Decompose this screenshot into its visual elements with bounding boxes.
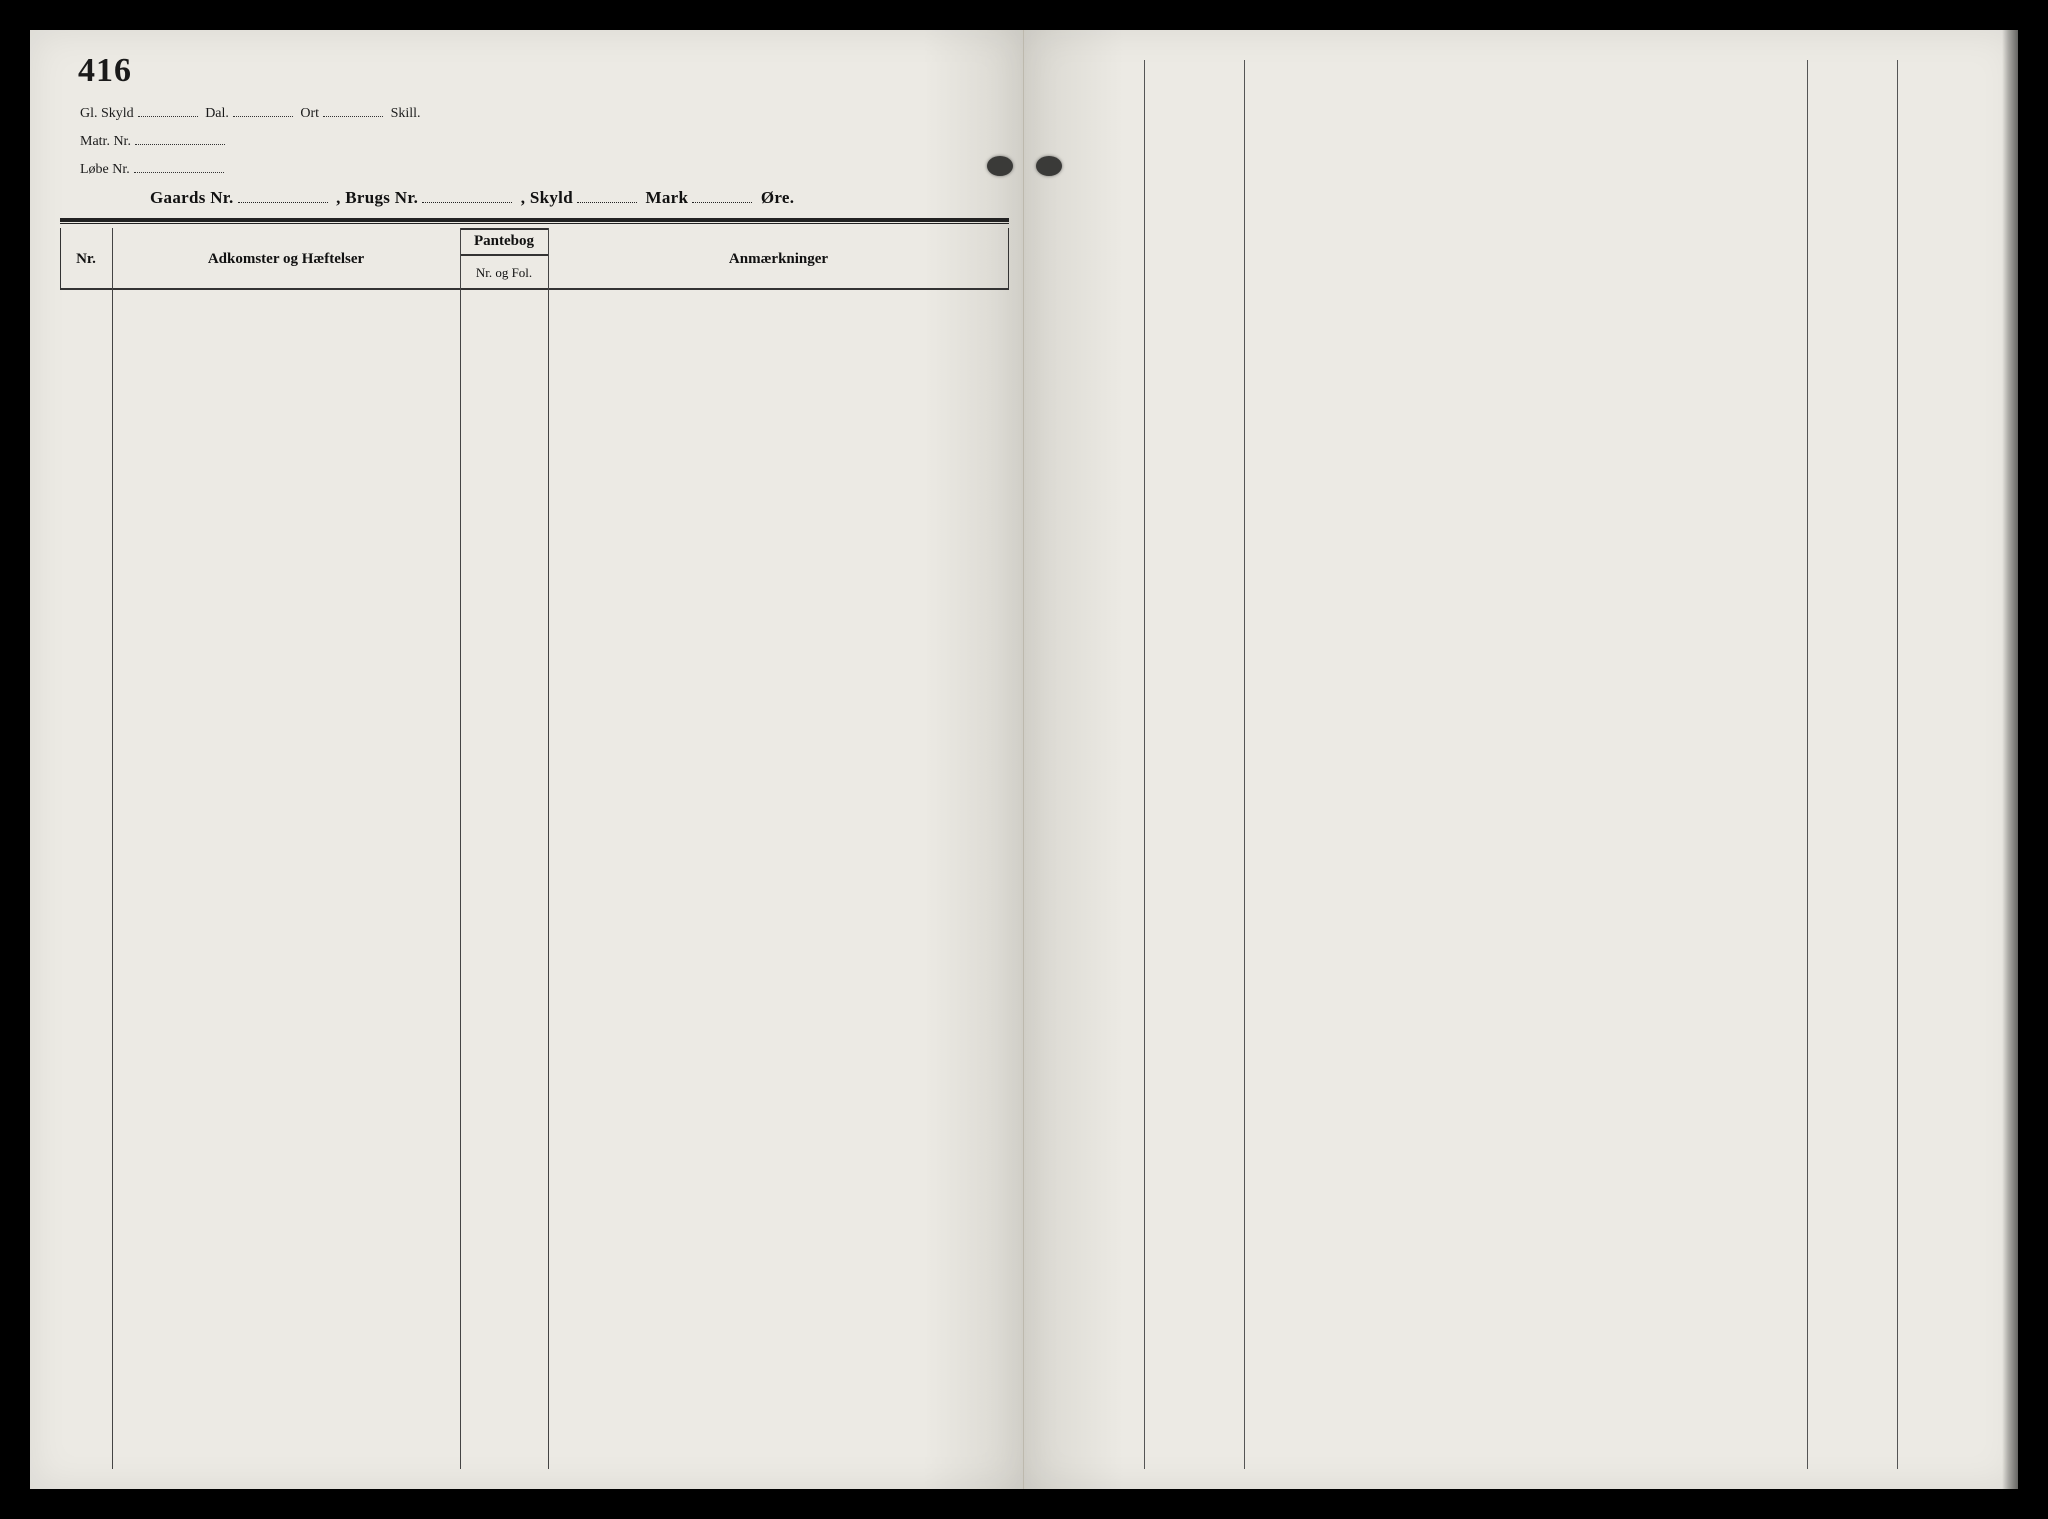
meta-row-lobe: Løbe Nr.: [80, 156, 993, 184]
meta-block: Gl. Skyld Dal. Ort Skill. Matr. Nr. Løbe…: [80, 100, 993, 184]
binding-hole-left: [987, 156, 1013, 176]
page-number: 416: [78, 52, 132, 90]
col-header-anm: Anmærkninger: [548, 228, 1009, 290]
gl-skyld-field: [138, 103, 198, 117]
ledger-spread: 416 Gl. Skyld Dal. Ort Skill. Matr. Nr. …: [0, 0, 2048, 1519]
meta-row-matr: Matr. Nr.: [80, 128, 993, 156]
right-edge-shadow: [2002, 30, 2018, 1489]
gl-skyld-label: Gl. Skyld: [80, 106, 134, 121]
brugs-nr-field: [422, 189, 512, 203]
dal-field: [233, 103, 293, 117]
ledger-table-right: [1084, 60, 1958, 1469]
col-rule-3: [548, 228, 549, 1469]
skill-label: Skill.: [391, 106, 421, 121]
col-header-nr: Nr.: [60, 228, 112, 290]
ort-field: [323, 103, 383, 117]
matr-nr-field: [135, 131, 225, 145]
gaards-nr-field: [238, 189, 328, 203]
ledger-table-left: Nr. Adkomster og Hæftelser Pantebog Nr. …: [60, 228, 1009, 1469]
lobe-nr-label: Løbe Nr.: [80, 162, 130, 177]
lobe-nr-field: [134, 159, 224, 173]
mark-field: [692, 189, 752, 203]
gaards-nr-label: Gaards Nr.: [150, 188, 234, 207]
matr-nr-label: Matr. Nr.: [80, 134, 131, 149]
brugs-nr-label: , Brugs Nr.: [336, 188, 418, 207]
dal-label: Dal.: [205, 106, 229, 121]
right-col-rule-4: [1897, 60, 1898, 1469]
skyld-label: , Skyld: [521, 188, 573, 207]
mark-label: Mark: [646, 188, 689, 207]
ort-label: Ort: [300, 106, 319, 121]
table-header-row: Nr. Adkomster og Hæftelser Pantebog Nr. …: [60, 228, 1009, 290]
skyld-field: [577, 189, 637, 203]
gaards-line: Gaards Nr. , Brugs Nr. , Skyld Mark Øre.: [150, 188, 993, 208]
col-header-pantebog: Pantebog: [460, 228, 548, 256]
right-col-rule-2: [1244, 60, 1245, 1469]
col-header-nr-fol: Nr. og Fol.: [460, 256, 548, 290]
meta-row-gl-skyld: Gl. Skyld Dal. Ort Skill.: [80, 100, 993, 128]
double-rule: [60, 218, 1009, 224]
col-rule-1: [112, 228, 113, 1469]
right-col-rule-3: [1807, 60, 1808, 1469]
right-page: [1024, 30, 2018, 1489]
book-spread: 416 Gl. Skyld Dal. Ort Skill. Matr. Nr. …: [30, 30, 2018, 1489]
ore-label: Øre.: [761, 188, 794, 207]
binding-hole-right: [1036, 156, 1062, 176]
col-rule-2: [460, 228, 461, 1469]
right-col-rule-1: [1144, 60, 1145, 1469]
col-header-adkomster: Adkomster og Hæftelser: [112, 228, 460, 290]
left-page: 416 Gl. Skyld Dal. Ort Skill. Matr. Nr. …: [30, 30, 1024, 1489]
